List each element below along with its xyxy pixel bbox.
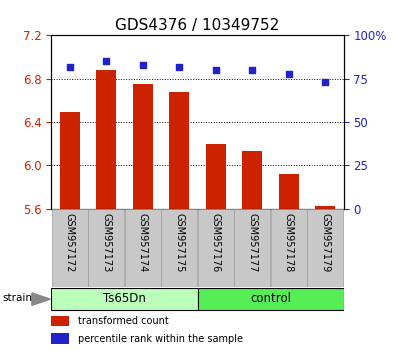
Text: GSM957172: GSM957172 (65, 213, 75, 272)
Text: GSM957177: GSM957177 (247, 213, 257, 272)
Bar (51, 316, 69, 326)
Bar (169, 92, 189, 209)
Bar (51, 333, 69, 344)
Bar (60, 112, 80, 209)
Text: GSM957179: GSM957179 (320, 213, 330, 272)
Bar (279, 174, 299, 209)
Text: GSM957176: GSM957176 (211, 213, 221, 272)
Bar (234, 209, 270, 287)
Title: GDS4376 / 10349752: GDS4376 / 10349752 (115, 18, 280, 33)
Bar (133, 84, 153, 209)
Text: Ts65Dn: Ts65Dn (103, 292, 146, 305)
Bar (307, 209, 343, 287)
Text: GSM957173: GSM957173 (101, 213, 111, 272)
Bar (96, 70, 116, 209)
Text: GSM957174: GSM957174 (138, 213, 148, 272)
Point (66, 64, 73, 69)
Text: control: control (250, 292, 291, 305)
Bar (51, 288, 198, 310)
Point (139, 62, 146, 68)
Bar (198, 288, 344, 310)
Bar (198, 209, 234, 287)
Point (176, 64, 182, 69)
Point (286, 71, 292, 76)
Point (103, 59, 109, 64)
Bar (315, 206, 335, 209)
Text: percentile rank within the sample: percentile rank within the sample (78, 334, 243, 344)
Bar (242, 152, 262, 209)
Bar (161, 209, 197, 287)
Bar (206, 144, 226, 209)
Bar (52, 209, 88, 287)
Text: transformed count: transformed count (78, 316, 168, 326)
Point (213, 67, 219, 73)
Point (249, 67, 256, 73)
Point (322, 79, 329, 85)
Bar (88, 209, 124, 287)
Text: GSM957175: GSM957175 (174, 213, 184, 272)
Bar (271, 209, 307, 287)
Bar (125, 209, 161, 287)
Polygon shape (32, 293, 50, 305)
Text: strain: strain (2, 293, 32, 303)
Text: GSM957178: GSM957178 (284, 213, 294, 272)
